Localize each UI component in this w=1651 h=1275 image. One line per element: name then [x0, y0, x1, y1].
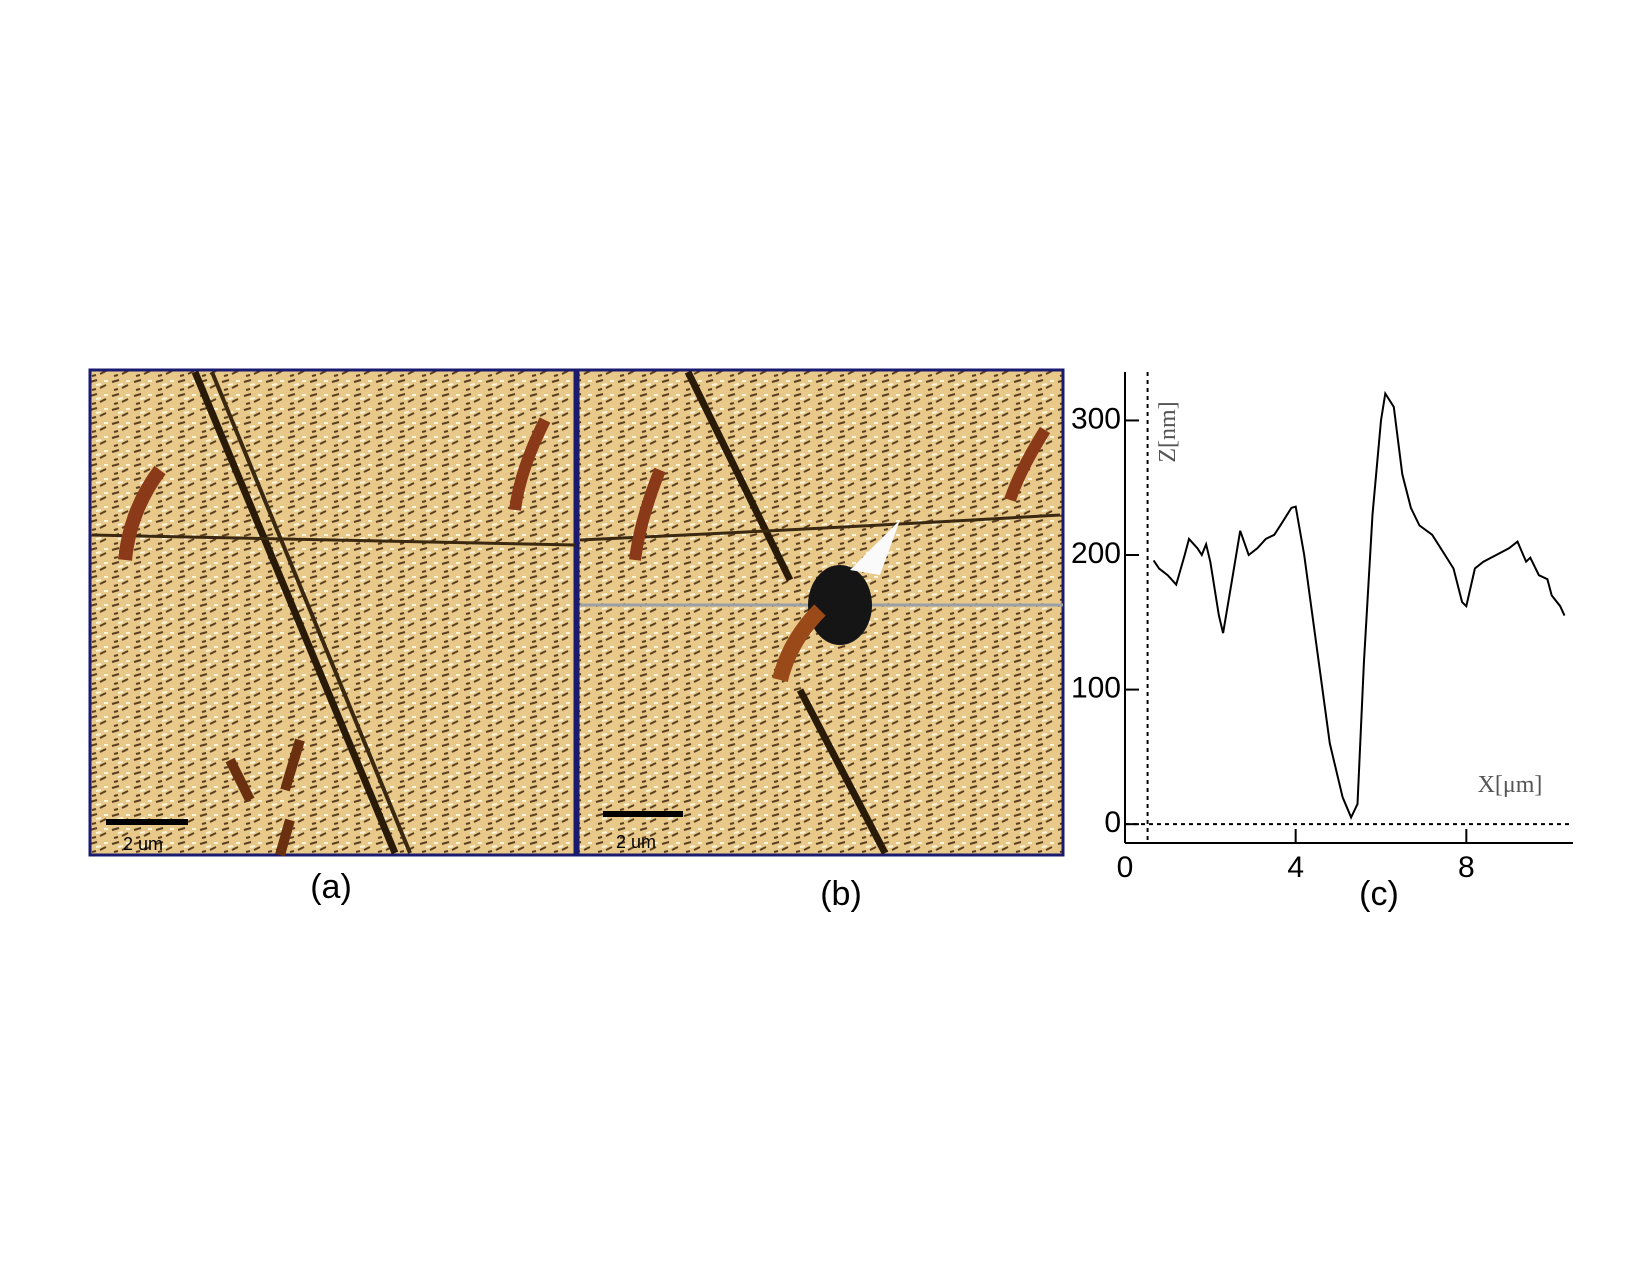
scale-bar-label: 2 um [123, 834, 163, 854]
profile-line [1152, 390, 1566, 820]
x-axis-label: X[μm] [1478, 772, 1543, 798]
scale-bar-label: 2 um [616, 832, 656, 852]
y-tick-label: 0 [1104, 806, 1121, 839]
y-tick-label: 100 [1071, 672, 1121, 705]
x-tick-label: 8 [1458, 851, 1475, 884]
panel-label: (b) [820, 875, 862, 913]
scale-bar [603, 811, 683, 817]
panel-label: (c) [1359, 875, 1399, 913]
y-tick-label: 200 [1071, 537, 1121, 570]
y-axis-label: Z[nm] [1155, 401, 1181, 462]
x-tick-label: 0 [1117, 851, 1134, 884]
scale-bar [106, 819, 188, 825]
afm-image-a [88, 368, 577, 857]
x-tick-label: 4 [1287, 851, 1304, 884]
y-tick-label: 300 [1071, 402, 1121, 435]
afm-image-b [576, 368, 1065, 857]
panel-label: (a) [310, 868, 352, 906]
